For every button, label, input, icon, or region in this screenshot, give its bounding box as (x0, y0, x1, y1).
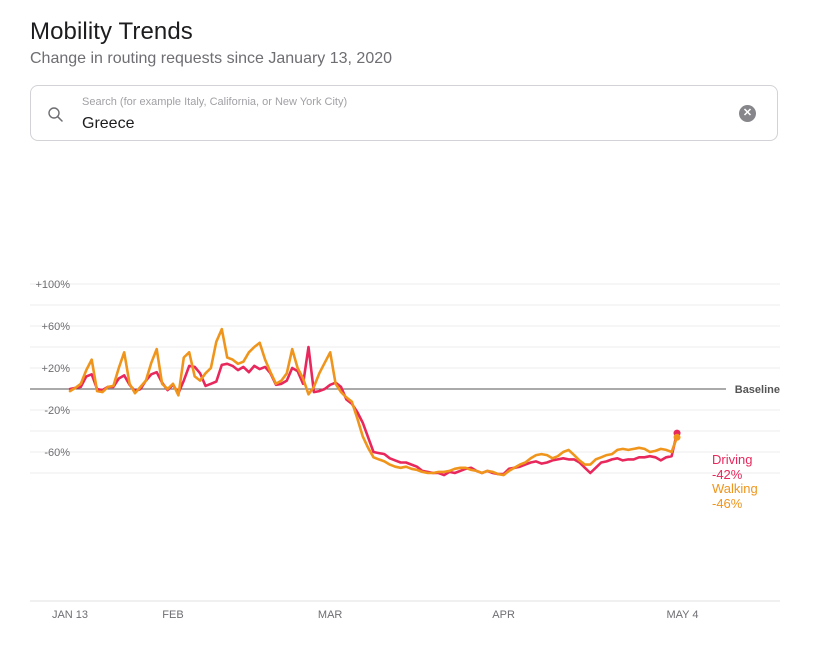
series-line-walking (68, 327, 679, 477)
clear-icon[interactable]: ✕ (739, 105, 756, 122)
series-name-label: Driving (712, 452, 752, 467)
baseline-label: Baseline (735, 384, 780, 396)
series-lines (68, 327, 681, 477)
series-value-label: -42% (712, 467, 743, 482)
page-subtitle: Change in routing requests since January… (30, 50, 393, 67)
search-placeholder: Search (for example Italy, California, o… (82, 96, 348, 108)
search-input[interactable]: Greece (82, 115, 135, 132)
end-point-walking (673, 433, 681, 441)
baseline: Baseline (30, 384, 780, 396)
x-axis: JAN 13 FEB MAR APR MAY 4 (52, 609, 698, 621)
x-tick-label: MAY 4 (666, 609, 698, 621)
x-tick-label: JAN 13 (52, 609, 88, 621)
y-tick-label: +60% (42, 321, 71, 333)
mobility-chart: +100% +60% +20% -20% -60% JAN 13 FEB MAR APR MAY… (30, 279, 780, 621)
y-tick-label: +20% (42, 363, 71, 375)
y-tick-label: -60% (44, 447, 70, 459)
x-tick-label: FEB (162, 609, 183, 621)
page-title: Mobility Trends (30, 18, 193, 45)
y-tick-label: -20% (44, 405, 70, 417)
search-box[interactable]: Search (for example Italy, California, o… (30, 85, 778, 141)
series-labels: Driving-42%Walking-46% (712, 452, 758, 511)
search-icon (48, 107, 63, 122)
x-tick-label: APR (492, 609, 515, 621)
y-axis: +100% +60% +20% -20% -60% (35, 279, 70, 459)
series-value-label: -46% (712, 496, 743, 511)
y-tick-label: +100% (35, 279, 70, 291)
x-tick-label: MAR (318, 609, 343, 621)
series-name-label: Walking (712, 481, 758, 496)
chart-grid (30, 283, 780, 602)
